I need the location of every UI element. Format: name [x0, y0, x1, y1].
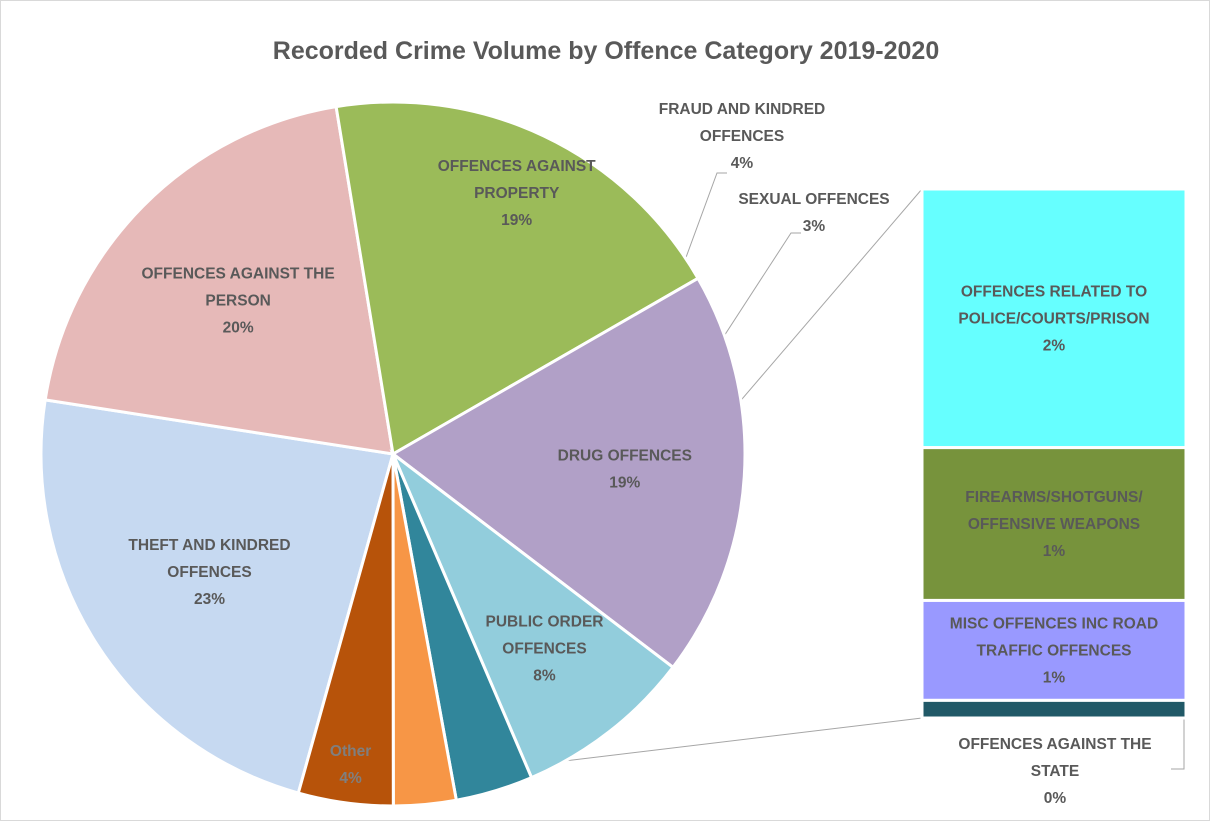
label-misc-offences-inc-road-traffic-offences-text: TRAFFIC OFFENCES	[977, 642, 1132, 659]
label-theft-and-kindred-offences-text: OFFENCES	[167, 564, 251, 581]
bar-segment-firearms-shotguns-offensive-weapons	[920, 446, 1188, 602]
label-public-order-offences-percent: 8%	[533, 667, 556, 684]
pie-slice-public-order-offences	[389, 449, 676, 780]
label-offences-against-property-percent: 19%	[501, 212, 532, 229]
label-drug-offences-percent: 19%	[609, 474, 640, 491]
label-misc-offences-inc-road-traffic-offences-percent: 1%	[1043, 669, 1066, 686]
pie-slice-drug-offences	[390, 276, 747, 670]
other-breakdown-bar	[920, 187, 1188, 720]
label-offences-against-the-state-text: STATE	[1031, 763, 1080, 780]
pie-slice-offences-against-property	[334, 100, 701, 457]
label-offences-against-property-text: OFFENCES AGAINST	[438, 158, 596, 175]
chart-title: Recorded Crime Volume by Offence Categor…	[273, 37, 939, 65]
pie-slice-theft-and-kindred-offences	[39, 398, 395, 795]
data-labels: THEFT AND KINDRED OFFENCES 23% OFFENCES AGA…	[128, 101, 1158, 807]
label-offences-against-the-state-percent: 0%	[1044, 790, 1067, 807]
label-theft-and-kindred-offences-percent: 23%	[194, 591, 225, 608]
label-firearms-shotguns-offensive-weapons-text: FIREARMS/SHOTGUNS/	[965, 489, 1143, 506]
bar-segment-misc-offences-inc-road-traffic-offences	[920, 598, 1188, 702]
label-fraud-and-kindred-offences-percent: 4%	[731, 155, 754, 172]
label-offences-against-the-state-text: OFFENCES AGAINST THE	[958, 736, 1151, 753]
label-offences-against-the-person-text: PERSON	[205, 292, 270, 309]
label-misc-offences-inc-road-traffic-offences-text: MISC OFFENCES INC ROAD	[950, 615, 1158, 632]
pie-slice-offences-against-the-person	[43, 104, 395, 456]
label-offences-against-property-text: PROPERTY	[474, 185, 560, 202]
label-theft-and-kindred-offences-text: THEFT AND KINDRED	[128, 537, 290, 554]
bar-segment-offences-related-to-police-courts-prison	[920, 187, 1188, 450]
label-sexual-offences-percent: 3%	[803, 218, 826, 235]
pie-slice-other	[296, 453, 395, 808]
label-offences-against-the-person-text: OFFENCES AGAINST THE	[142, 265, 335, 282]
label-offences-related-to-police-courts-prison-text: POLICE/COURTS/PRISON	[958, 310, 1149, 327]
label-sexual-offences-text: SEXUAL OFFENCES	[738, 191, 889, 208]
label-firearms-shotguns-offensive-weapons-text: OFFENSIVE WEAPONS	[968, 516, 1140, 533]
label-public-order-offences-text: OFFENCES	[502, 640, 586, 657]
label-drug-offences-text: DRUG OFFENCES	[558, 447, 692, 464]
label-firearms-shotguns-offensive-weapons-percent: 1%	[1043, 543, 1066, 560]
label-other-percent: 4%	[339, 770, 362, 787]
label-fraud-and-kindred-offences-text: OFFENCES	[700, 128, 784, 145]
label-offences-related-to-police-courts-prison-text: OFFENCES RELATED TO	[961, 283, 1147, 300]
pie	[39, 100, 747, 808]
bar-segment-offences-against-the-state	[920, 698, 1188, 720]
label-offences-against-the-person-percent: 20%	[223, 319, 254, 336]
label-other-text: Other	[330, 743, 371, 760]
label-public-order-offences-text: PUBLIC ORDER	[486, 613, 604, 630]
label-offences-related-to-police-courts-prison-percent: 2%	[1043, 337, 1066, 354]
label-fraud-and-kindred-offences-text: FRAUD AND KINDRED	[659, 101, 825, 118]
